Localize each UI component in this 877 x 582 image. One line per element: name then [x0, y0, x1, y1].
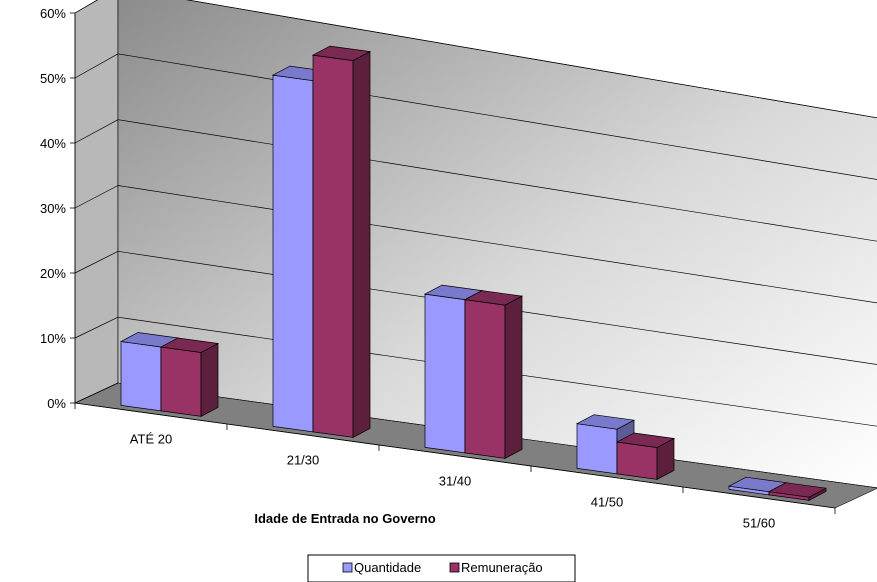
bar-front-face — [464, 299, 506, 459]
gridline-back — [117, 185, 877, 304]
bar-remunerao-2 — [463, 290, 524, 459]
bars — [119, 45, 828, 501]
gridline-side — [74, 316, 119, 339]
y-tick-label: 20% — [40, 266, 66, 281]
gridline-side — [74, 53, 119, 79]
y-tick-label: 40% — [40, 136, 66, 151]
gridline-side — [74, 251, 119, 274]
bar-top-face — [463, 290, 524, 306]
bar-side-face — [504, 295, 523, 459]
legend-swatch-quantidade — [342, 562, 353, 573]
bar-top-face — [767, 482, 828, 498]
bar-front-face — [576, 423, 618, 475]
axis-labels: 0% 10% 20% 30% 40% 50% 60% ATÉ 20 21/30 31/40 41/5… — [40, 6, 775, 531]
bar-remunerao-4 — [767, 482, 828, 501]
bar-front-face — [272, 74, 314, 433]
gridline-back — [117, 119, 877, 242]
bar-top-face — [159, 337, 220, 353]
gridline-side — [74, 0, 99, 14]
bar-remunerao-1 — [311, 45, 372, 438]
x-axis-line — [74, 402, 836, 509]
bar-quantidade-3 — [575, 414, 636, 475]
gridline-back — [117, 53, 877, 180]
legend-swatch-remuneracao — [449, 562, 460, 573]
x-tick-label: 51/60 — [743, 516, 776, 531]
x-tick-label: ATÉ 20 — [130, 432, 172, 447]
bar-top-face — [575, 414, 636, 430]
side-wall — [74, 0, 119, 404]
y-tick-label: 0% — [47, 396, 66, 411]
gridline-side — [74, 185, 119, 209]
bar-front-face — [160, 346, 202, 417]
bar-front-face — [424, 293, 466, 454]
x-tick-label: 31/40 — [439, 474, 472, 489]
bar-top-face — [615, 432, 676, 448]
x-axis-title: Idade de Entrada no Governo — [254, 511, 435, 526]
bar-side-face — [352, 51, 371, 438]
legend-label-quantidade: Quantidade — [354, 560, 421, 575]
legend-label-remuneracao: Remuneração — [461, 560, 543, 575]
bar-front-face — [120, 341, 162, 412]
bar-remunerao-0 — [159, 337, 220, 417]
x-tick-label: 41/50 — [591, 495, 624, 510]
legend: Quantidade Remuneração — [307, 554, 576, 582]
y-tick-label: 30% — [40, 201, 66, 216]
bar-remunerao-3 — [615, 432, 676, 480]
gridline-side — [74, 382, 119, 404]
x-tick-label: 21/30 — [287, 453, 320, 468]
legend-box — [307, 554, 576, 582]
bar-top-face — [311, 45, 372, 61]
bar-side-face — [200, 342, 219, 417]
y-tick-label: 50% — [40, 71, 66, 86]
y-tick-label: 60% — [40, 6, 66, 21]
bar-front-face — [312, 54, 354, 438]
bar-front-face — [616, 441, 658, 480]
gridline-side — [74, 119, 119, 144]
gridline-back — [186, 0, 877, 119]
axes — [70, 12, 836, 514]
y-tick-label: 10% — [40, 331, 66, 346]
